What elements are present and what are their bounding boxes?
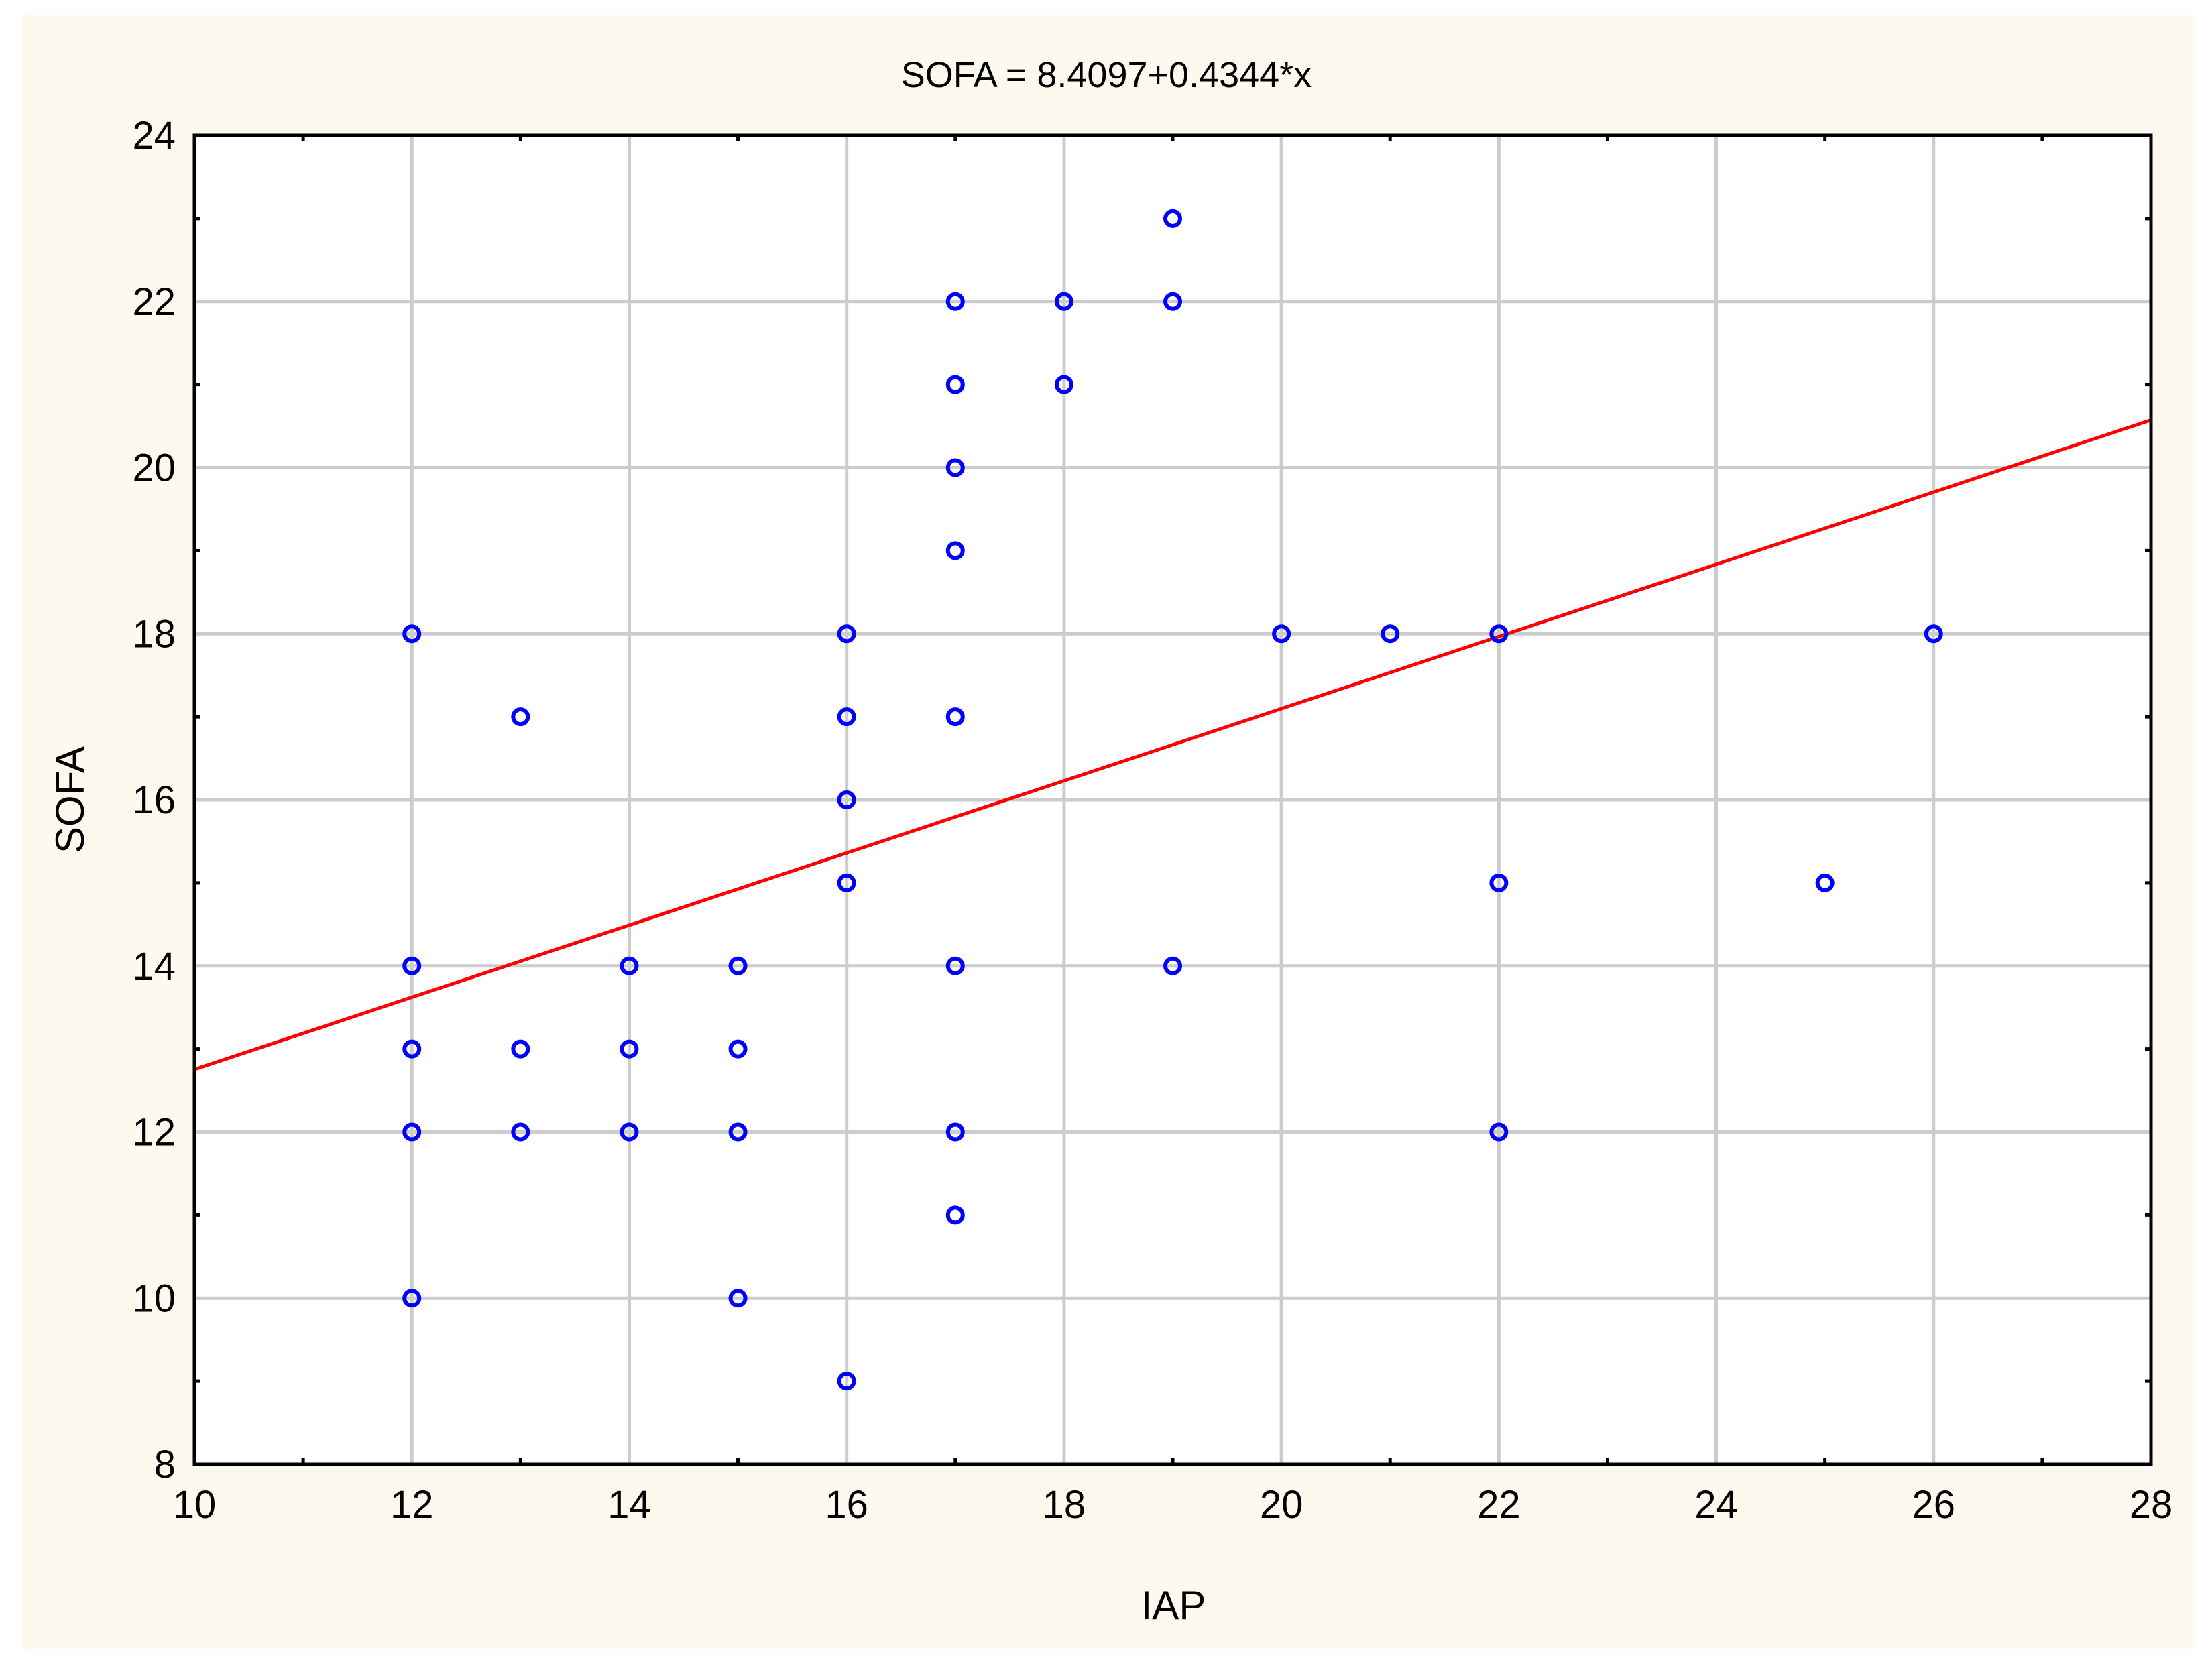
x-tick-label: 24 bbox=[1694, 1483, 1738, 1527]
data-point bbox=[1054, 292, 1073, 311]
y-tick-label: 8 bbox=[154, 1443, 176, 1486]
data-point bbox=[837, 707, 856, 727]
data-point bbox=[945, 1122, 965, 1142]
x-tick-labels: 10 12 14 16 18 20 22 24 26 28 bbox=[173, 1483, 2173, 1527]
data-point bbox=[402, 956, 422, 975]
y-tick-label: 14 bbox=[132, 945, 176, 988]
y-tick-label: 16 bbox=[132, 778, 176, 822]
data-point bbox=[837, 790, 856, 809]
fit-layer bbox=[194, 418, 2152, 1071]
x-tick-label: 10 bbox=[173, 1483, 217, 1527]
data-point bbox=[1163, 209, 1182, 228]
data-point bbox=[837, 873, 856, 892]
data-point bbox=[1163, 956, 1182, 975]
data-point bbox=[620, 1122, 639, 1142]
data-point bbox=[728, 1122, 748, 1142]
regression-line bbox=[194, 418, 2152, 1071]
data-point bbox=[620, 956, 639, 975]
data-point bbox=[1489, 873, 1509, 892]
x-tick-label: 18 bbox=[1043, 1483, 1086, 1527]
data-point bbox=[1054, 375, 1073, 394]
y-tick-label: 12 bbox=[132, 1111, 176, 1154]
data-point bbox=[1815, 873, 1835, 892]
data-point bbox=[511, 1122, 530, 1142]
data-point bbox=[837, 1372, 856, 1391]
x-tick-label: 14 bbox=[607, 1483, 651, 1527]
data-point bbox=[1163, 292, 1182, 311]
data-point bbox=[945, 458, 965, 477]
data-point bbox=[1489, 624, 1509, 644]
plot-frame bbox=[192, 133, 2153, 1466]
data-point bbox=[402, 1039, 422, 1059]
data-point bbox=[945, 375, 965, 394]
data-point bbox=[402, 1289, 422, 1308]
y-axis-label: SOFA bbox=[48, 746, 93, 853]
data-point bbox=[1489, 1122, 1509, 1142]
y-tick-label: 18 bbox=[132, 612, 176, 656]
data-point bbox=[945, 1205, 965, 1225]
x-tick-label: 12 bbox=[390, 1483, 434, 1527]
data-point bbox=[1924, 624, 1943, 644]
data-point bbox=[511, 707, 530, 727]
data-point bbox=[402, 624, 422, 644]
y-tick-label: 24 bbox=[132, 114, 176, 158]
data-point bbox=[945, 707, 965, 727]
y-tick-label: 10 bbox=[132, 1277, 176, 1320]
data-point bbox=[945, 292, 965, 311]
y-tick-labels: 8 10 12 14 16 18 20 22 24 bbox=[132, 114, 176, 1486]
chart-title: SOFA = 8.4097+0.4344*x bbox=[901, 55, 1312, 95]
data-point bbox=[511, 1039, 530, 1059]
data-point bbox=[728, 1289, 748, 1308]
grid bbox=[194, 135, 2151, 1464]
data-point bbox=[1272, 624, 1291, 644]
data-point bbox=[728, 956, 748, 975]
data-point bbox=[402, 1122, 422, 1142]
x-tick-label: 20 bbox=[1260, 1483, 1303, 1527]
data-point bbox=[728, 1039, 748, 1059]
x-tick-label: 22 bbox=[1477, 1483, 1521, 1527]
data-point bbox=[837, 624, 856, 644]
data-point bbox=[945, 541, 965, 560]
x-axis-label: IAP bbox=[1141, 1583, 1206, 1628]
data-point bbox=[1381, 624, 1400, 644]
x-tick-label: 28 bbox=[2130, 1483, 2173, 1527]
data-point bbox=[945, 956, 965, 975]
data-point bbox=[620, 1039, 639, 1059]
y-tick-label: 20 bbox=[132, 447, 176, 490]
x-tick-label: 26 bbox=[1912, 1483, 1956, 1527]
y-tick-label: 22 bbox=[132, 280, 176, 324]
points bbox=[402, 209, 1943, 1391]
x-tick-label: 16 bbox=[825, 1483, 868, 1527]
minor-ticks bbox=[194, 135, 2151, 1464]
